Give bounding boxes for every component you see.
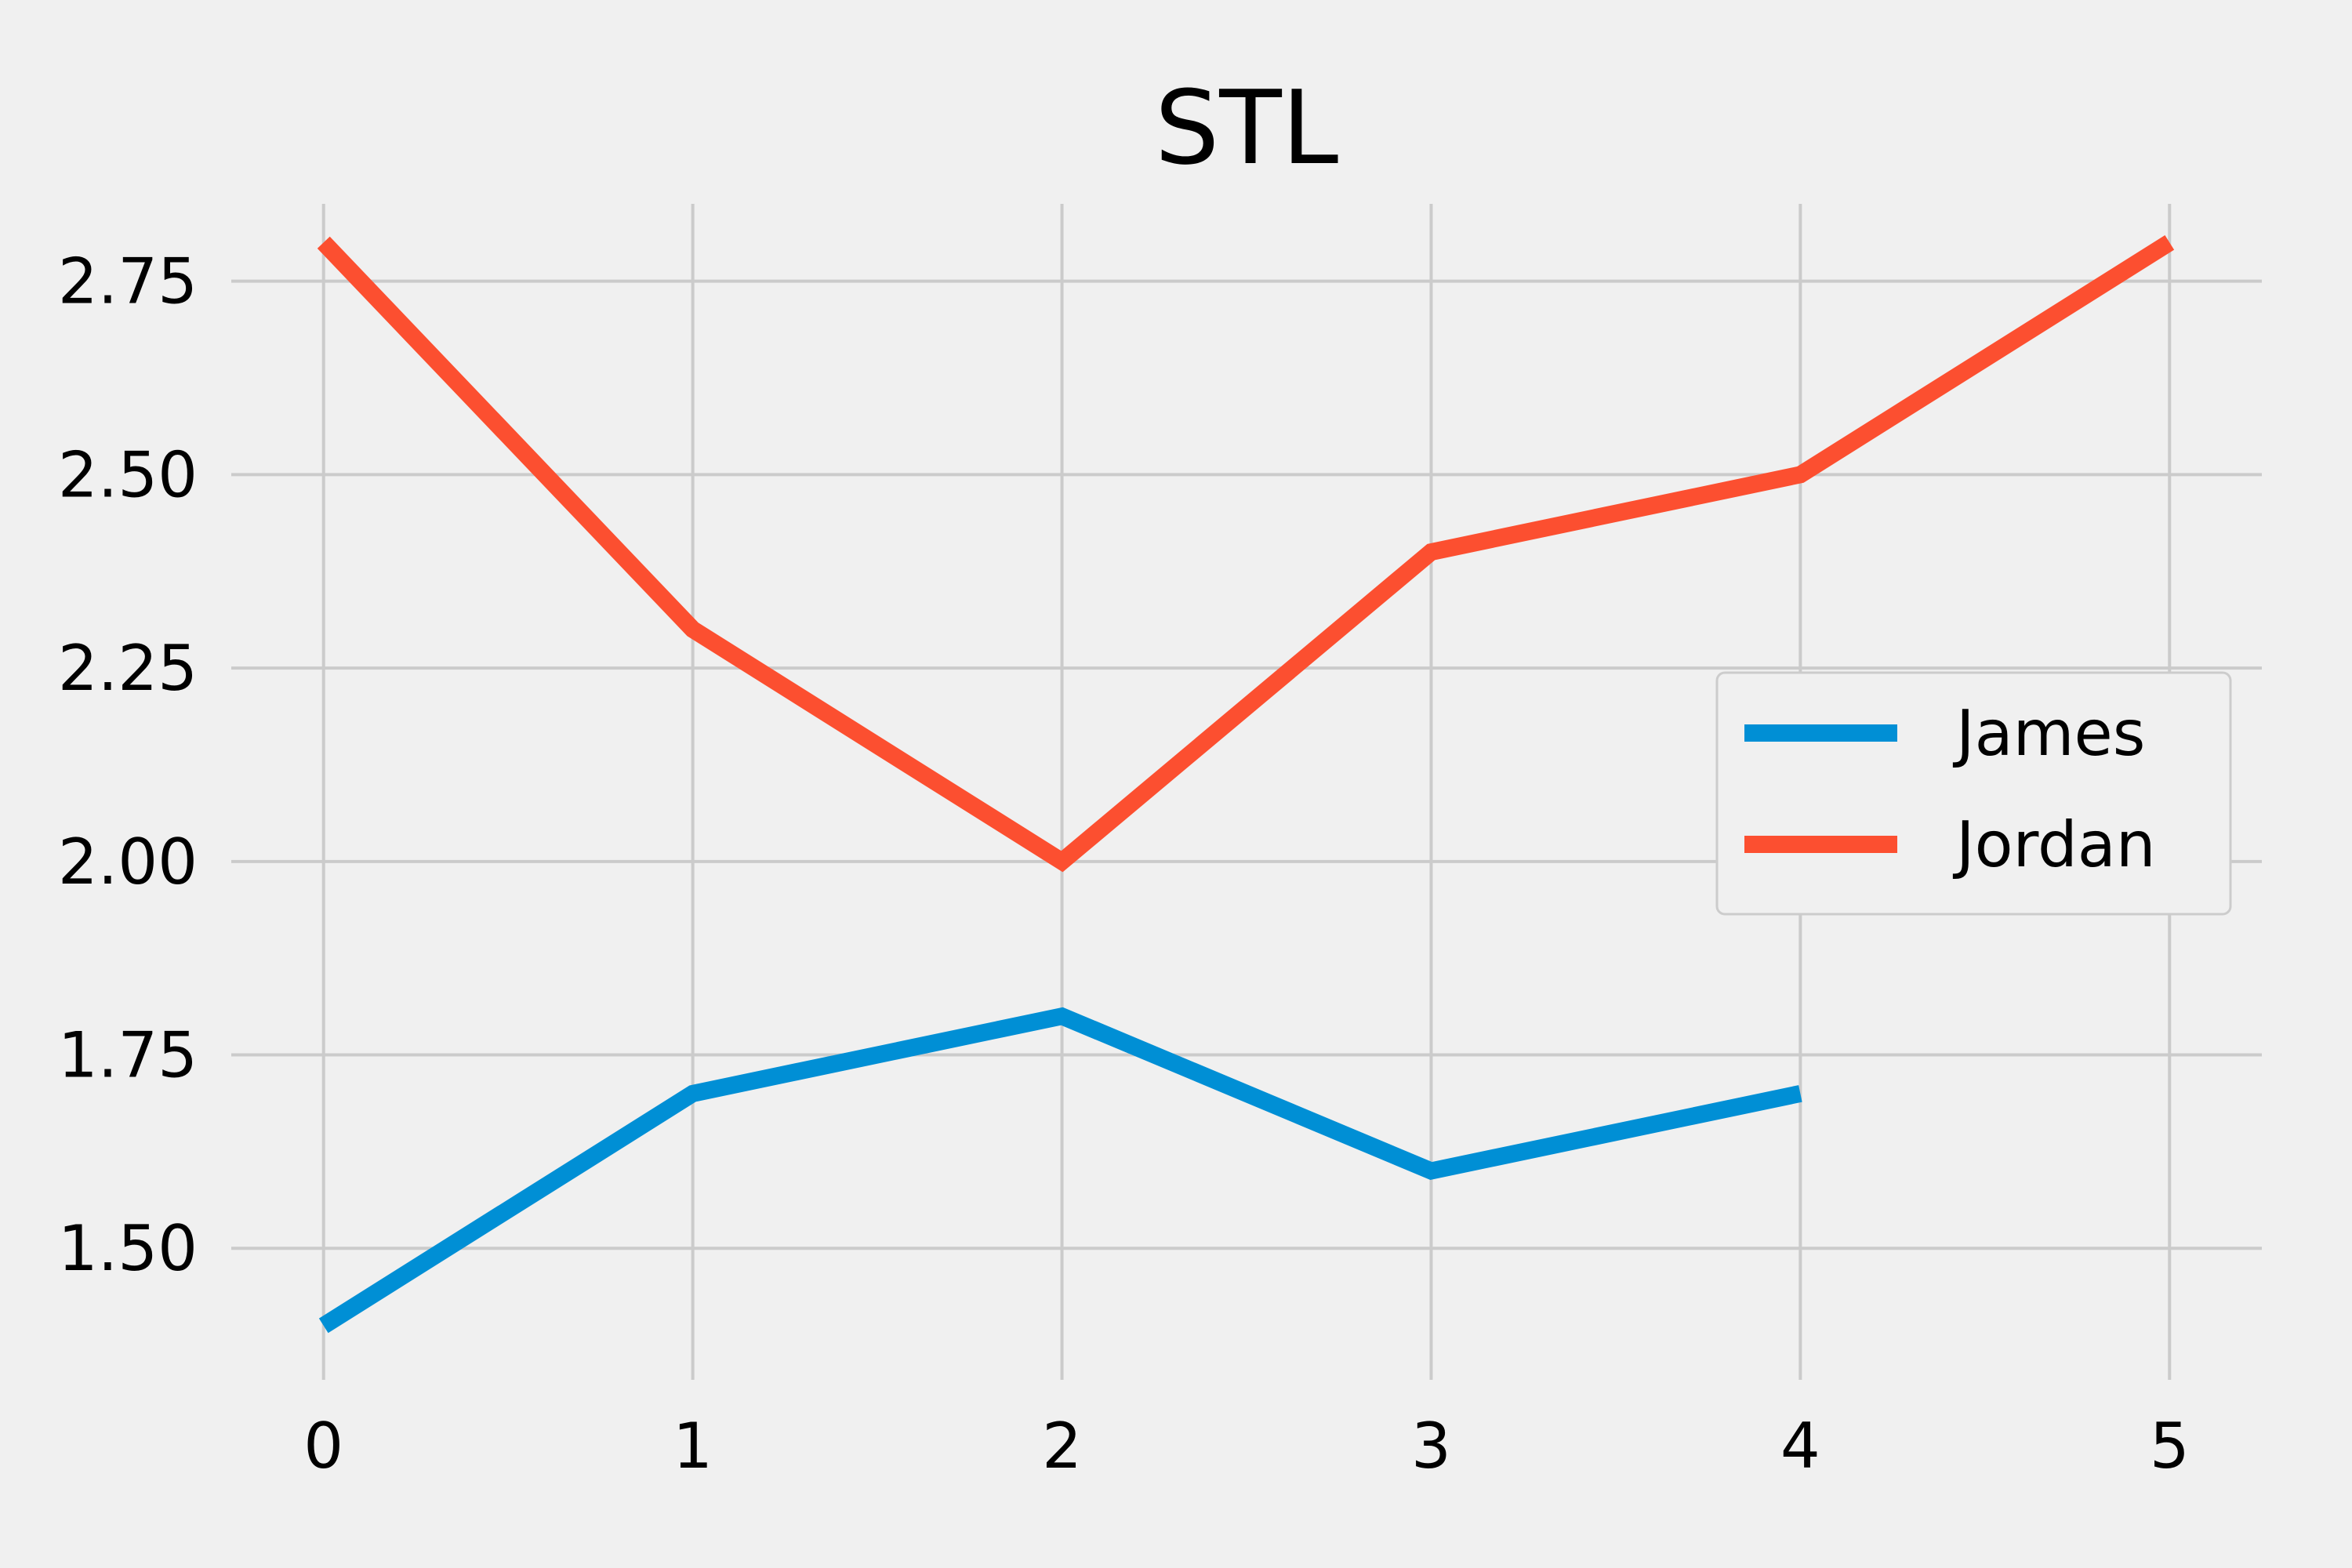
x-tick-label: 5 — [2150, 1410, 2190, 1483]
y-tick-label: 2.00 — [58, 826, 198, 898]
legend-label-james: James — [1952, 697, 2145, 770]
x-tick-label: 1 — [673, 1410, 713, 1483]
tick-labels: 0 1 2 3 4 5 1.50 1.75 2.00 2.25 2.50 2.75 — [58, 245, 2190, 1483]
chart-title: STL — [1155, 68, 1338, 187]
y-tick-label: 1.50 — [58, 1212, 198, 1285]
y-tick-label: 2.50 — [58, 438, 198, 511]
x-tick-label: 4 — [1780, 1410, 1820, 1483]
y-tick-label: 1.75 — [58, 1019, 198, 1092]
y-tick-label: 2.25 — [58, 632, 198, 705]
x-tick-label: 0 — [303, 1410, 343, 1483]
legend: James Jordan — [1715, 671, 2232, 916]
x-tick-label: 2 — [1042, 1410, 1082, 1483]
series — [317, 235, 2175, 1334]
x-tick-label: 3 — [1411, 1410, 1451, 1483]
series-line-james — [318, 1007, 1802, 1334]
y-tick-label: 2.75 — [58, 245, 198, 318]
legend-label-jordan: Jordan — [1952, 808, 2156, 881]
series-line-jordan — [317, 235, 2175, 873]
